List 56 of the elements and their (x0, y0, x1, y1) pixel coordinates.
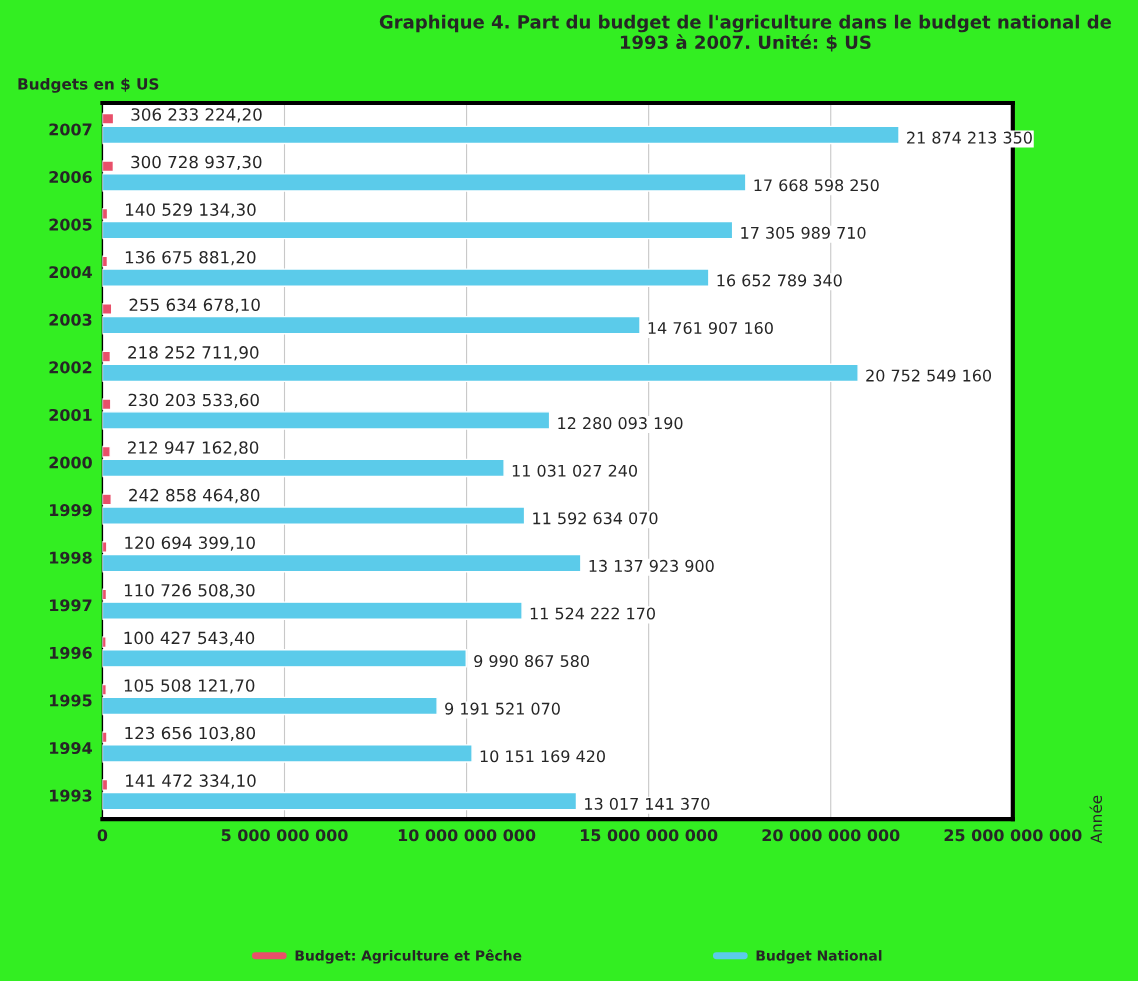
y-tick-label: 1997 (50, 599, 92, 612)
data-label: 306 233 224,20 (131, 108, 262, 123)
data-label: 9 191 521 070 (445, 702, 560, 715)
y-tick-label: 1995 (50, 694, 92, 707)
y-tick-label: 2005 (49, 218, 92, 231)
x-tick-label: 0 (97, 829, 108, 842)
data-label: 136 675 881,20 (125, 250, 256, 266)
y-tick-label: 1993 (50, 789, 92, 802)
y-tick-label: 2004 (49, 266, 92, 279)
data-label: 11 592 634 070 (533, 512, 658, 525)
data-label: 13 137 923 900 (589, 559, 714, 572)
data-label: 100 427 543,40 (124, 631, 255, 646)
data-label: 212 947 162,80 (128, 441, 259, 456)
y-tick-label: 2006 (49, 170, 92, 184)
legend-label: Budget National (756, 950, 882, 964)
data-label: 10 151 169 420 (480, 750, 605, 763)
data-label: 20 752 549 160 (866, 369, 992, 382)
legend-label: Budget: Agriculture et Pêche (295, 949, 522, 964)
y-axis-title: Année (1089, 795, 1103, 844)
y-tick-label: 2003 (49, 313, 92, 326)
y-tick-label: 2007 (49, 123, 92, 136)
data-label: 300 728 937,30 (131, 155, 262, 171)
y-tick-label: 2001 (49, 408, 92, 421)
y-tick-label: 1996 (50, 646, 92, 659)
x-tick-label: 5 000 000 000 (221, 829, 348, 842)
x-tick-label: 15 000 000 000 (581, 829, 718, 842)
data-label: 255 634 678,10 (129, 298, 260, 313)
y-tick-label: 2002 (49, 361, 92, 374)
data-label: 140 529 134,30 (126, 203, 256, 218)
x-tick-label: 25 000 000 000 (944, 829, 1082, 842)
text: Budgets en $ US (18, 77, 159, 93)
data-label: 230 203 533,60 (128, 393, 259, 408)
data-label: 218 252 711,90 (128, 346, 259, 361)
y-tick-label: 2000 (49, 456, 92, 469)
data-label: 13 017 141 370 (585, 797, 710, 810)
data-label: 242 858 464,80 (129, 488, 260, 504)
data-label: 21 874 213 350 (907, 131, 1032, 144)
data-label: 11 524 222 170 (530, 607, 655, 620)
data-label: 105 508 121,70 (124, 679, 255, 694)
data-label: 11 031 027 240 (512, 464, 638, 477)
y-tick-label: 1998 (50, 551, 92, 564)
y-tick-label: 1994 (50, 741, 92, 755)
y-tick-label: 1999 (50, 504, 92, 517)
x-tick-label: 10 000 000 000 (398, 829, 536, 842)
data-label: 16 652 789 340 (717, 274, 842, 287)
data-label: 12 280 093 190 (558, 417, 683, 430)
data-label: 141 472 334,10 (126, 774, 256, 789)
data-label: 14 761 907 160 (648, 321, 773, 335)
data-label: 110 726 508,30 (124, 583, 255, 599)
data-label: 120 694 399,10 (125, 536, 255, 551)
data-label: 9 990 867 580 (474, 655, 589, 668)
data-label: 123 656 103,80 (125, 726, 256, 742)
chart-title: Graphique 4. Part du budget de l'agriculture dans le budget national de 1993 à 2007. Unité: $ US (379, 14, 1112, 52)
data-label: 17 305 989 710 (741, 226, 866, 239)
x-tick-label: 20 000 000 000 (762, 829, 900, 842)
data-label: 17 668 598 250 (754, 179, 879, 192)
